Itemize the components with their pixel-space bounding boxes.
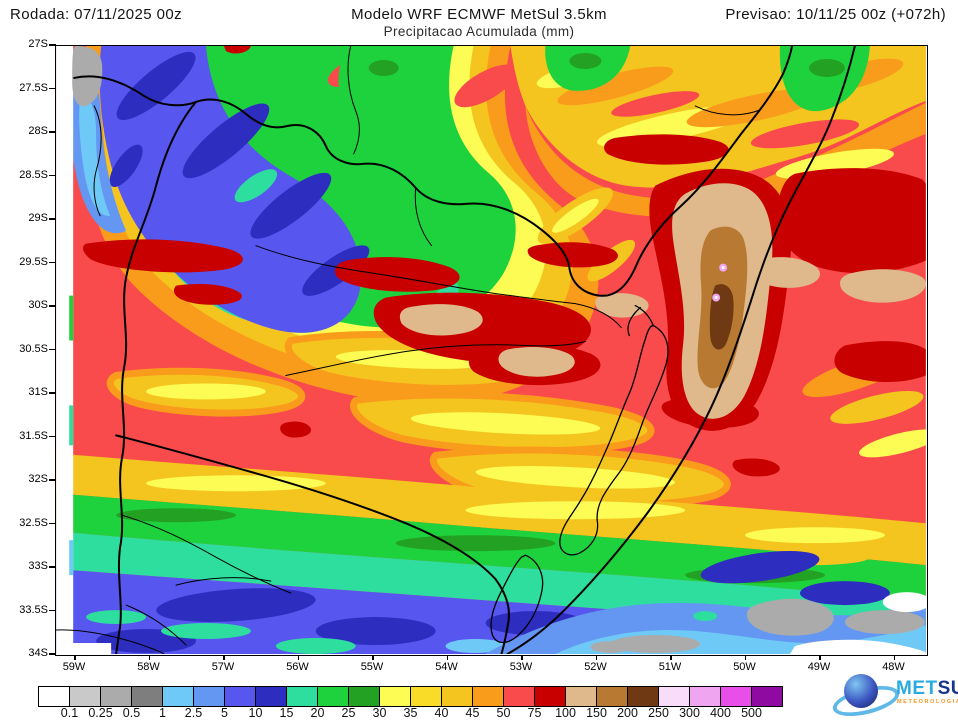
scale-label: 45 xyxy=(465,706,480,720)
y-axis-label: 30.5S xyxy=(8,343,56,355)
x-axis-label: 53W xyxy=(501,655,541,673)
scale-label: 5 xyxy=(221,706,228,720)
scale-label: 0.25 xyxy=(88,706,113,720)
map-frame xyxy=(55,45,928,656)
y-axis-label: 31.5S xyxy=(8,430,56,442)
scale-cell xyxy=(410,686,442,707)
scale-label: 0.5 xyxy=(122,706,141,720)
scale-label: 50 xyxy=(496,706,511,720)
x-axis-label: 48W xyxy=(874,655,914,673)
scale-cell xyxy=(193,686,225,707)
scale-label: 500 xyxy=(741,706,762,720)
y-axis-label: 29S xyxy=(8,212,56,224)
logo-sul: SUL xyxy=(937,678,958,699)
scale-cell xyxy=(596,686,628,707)
scale-label: 0.1 xyxy=(60,706,79,720)
y-axis-label: 27.5S xyxy=(8,82,56,94)
planet-icon xyxy=(844,674,878,708)
scale-cell xyxy=(317,686,349,707)
y-axis-label: 31S xyxy=(8,386,56,398)
scale-cell xyxy=(286,686,318,707)
x-axis-label: 50W xyxy=(725,655,765,673)
scale-cell xyxy=(69,686,101,707)
y-axis-label: 28S xyxy=(8,125,56,137)
x-axis-label: 58W xyxy=(129,655,169,673)
precip-color-scale xyxy=(38,686,783,707)
scale-label: 30 xyxy=(372,706,387,720)
y-axis-label: 32.5S xyxy=(8,517,56,529)
logo-met: MET xyxy=(896,678,938,699)
run-label: Rodada: 07/11/2025 00z xyxy=(10,6,182,23)
precip-map-svg xyxy=(56,46,926,654)
scale-cell xyxy=(534,686,566,707)
map-west-margin xyxy=(56,46,103,654)
scale-label: 300 xyxy=(679,706,700,720)
scale-label: 35 xyxy=(403,706,418,720)
scale-cell xyxy=(627,686,659,707)
y-axis-label: 33S xyxy=(8,560,56,572)
y-axis-label: 30S xyxy=(8,299,56,311)
scale-cell xyxy=(255,686,287,707)
scale-label: 75 xyxy=(527,706,542,720)
scale-label: 15 xyxy=(279,706,294,720)
metsul-logo: METSUL METEOROLOGIA xyxy=(826,668,958,720)
precip-ocean-swirls xyxy=(59,592,926,654)
scale-label: 150 xyxy=(586,706,607,720)
scale-cell xyxy=(720,686,752,707)
scale-label: 250 xyxy=(648,706,669,720)
y-axis-label: 34S xyxy=(8,647,56,659)
x-axis-label: 55W xyxy=(352,655,392,673)
scale-cell xyxy=(565,686,597,707)
scale-cell xyxy=(224,686,256,707)
scale-label: 2.5 xyxy=(184,706,203,720)
scale-cell xyxy=(348,686,380,707)
scale-label: 10 xyxy=(248,706,263,720)
scale-cell xyxy=(658,686,690,707)
precip-tan-areas xyxy=(399,183,926,419)
forecast-label: Previsao: 10/11/25 00z (+072h) xyxy=(725,6,946,23)
y-axis-label: 27S xyxy=(8,38,56,50)
map-subtitle: Precipitacao Acumulada (mm) xyxy=(383,24,575,39)
y-axis-label: 33.5S xyxy=(8,604,56,616)
scale-label: 200 xyxy=(617,706,638,720)
precip-top-center-streaks xyxy=(223,46,517,119)
x-axis-label: 57W xyxy=(203,655,243,673)
scale-cell xyxy=(379,686,411,707)
model-title: Modelo WRF ECMWF MetSul 3.5km xyxy=(351,6,607,23)
y-axis-label: 29.5S xyxy=(8,256,56,268)
y-axis-label: 32S xyxy=(8,473,56,485)
x-axis-label: 51W xyxy=(650,655,690,673)
political-borders xyxy=(56,46,856,654)
scale-cell xyxy=(131,686,163,707)
x-axis-label: 54W xyxy=(427,655,467,673)
x-axis-label: 59W xyxy=(54,655,94,673)
scale-cell xyxy=(100,686,132,707)
y-axis-label: 28.5S xyxy=(8,169,56,181)
logo-tagline: METEOROLOGIA xyxy=(897,699,958,705)
scale-cell xyxy=(162,686,194,707)
x-axis-label: 49W xyxy=(799,655,839,673)
scale-cell xyxy=(38,686,70,707)
scale-label: 40 xyxy=(434,706,449,720)
scale-label: 100 xyxy=(555,706,576,720)
scale-cell xyxy=(472,686,504,707)
scale-label: 20 xyxy=(310,706,325,720)
scale-cell xyxy=(689,686,721,707)
scale-cell xyxy=(441,686,473,707)
logo-wordmark: METSUL xyxy=(896,678,958,700)
x-axis-label: 56W xyxy=(278,655,318,673)
scale-cell xyxy=(503,686,535,707)
scale-label: 1 xyxy=(159,706,166,720)
scale-label: 25 xyxy=(341,706,356,720)
scale-label: 400 xyxy=(710,706,731,720)
precip-scale-labels: 0.1 0.25 0.5 1 2.5 5 10 15 20 25 30 35 4… xyxy=(0,706,958,720)
scale-cell xyxy=(751,686,783,707)
x-axis-label: 52W xyxy=(576,655,616,673)
